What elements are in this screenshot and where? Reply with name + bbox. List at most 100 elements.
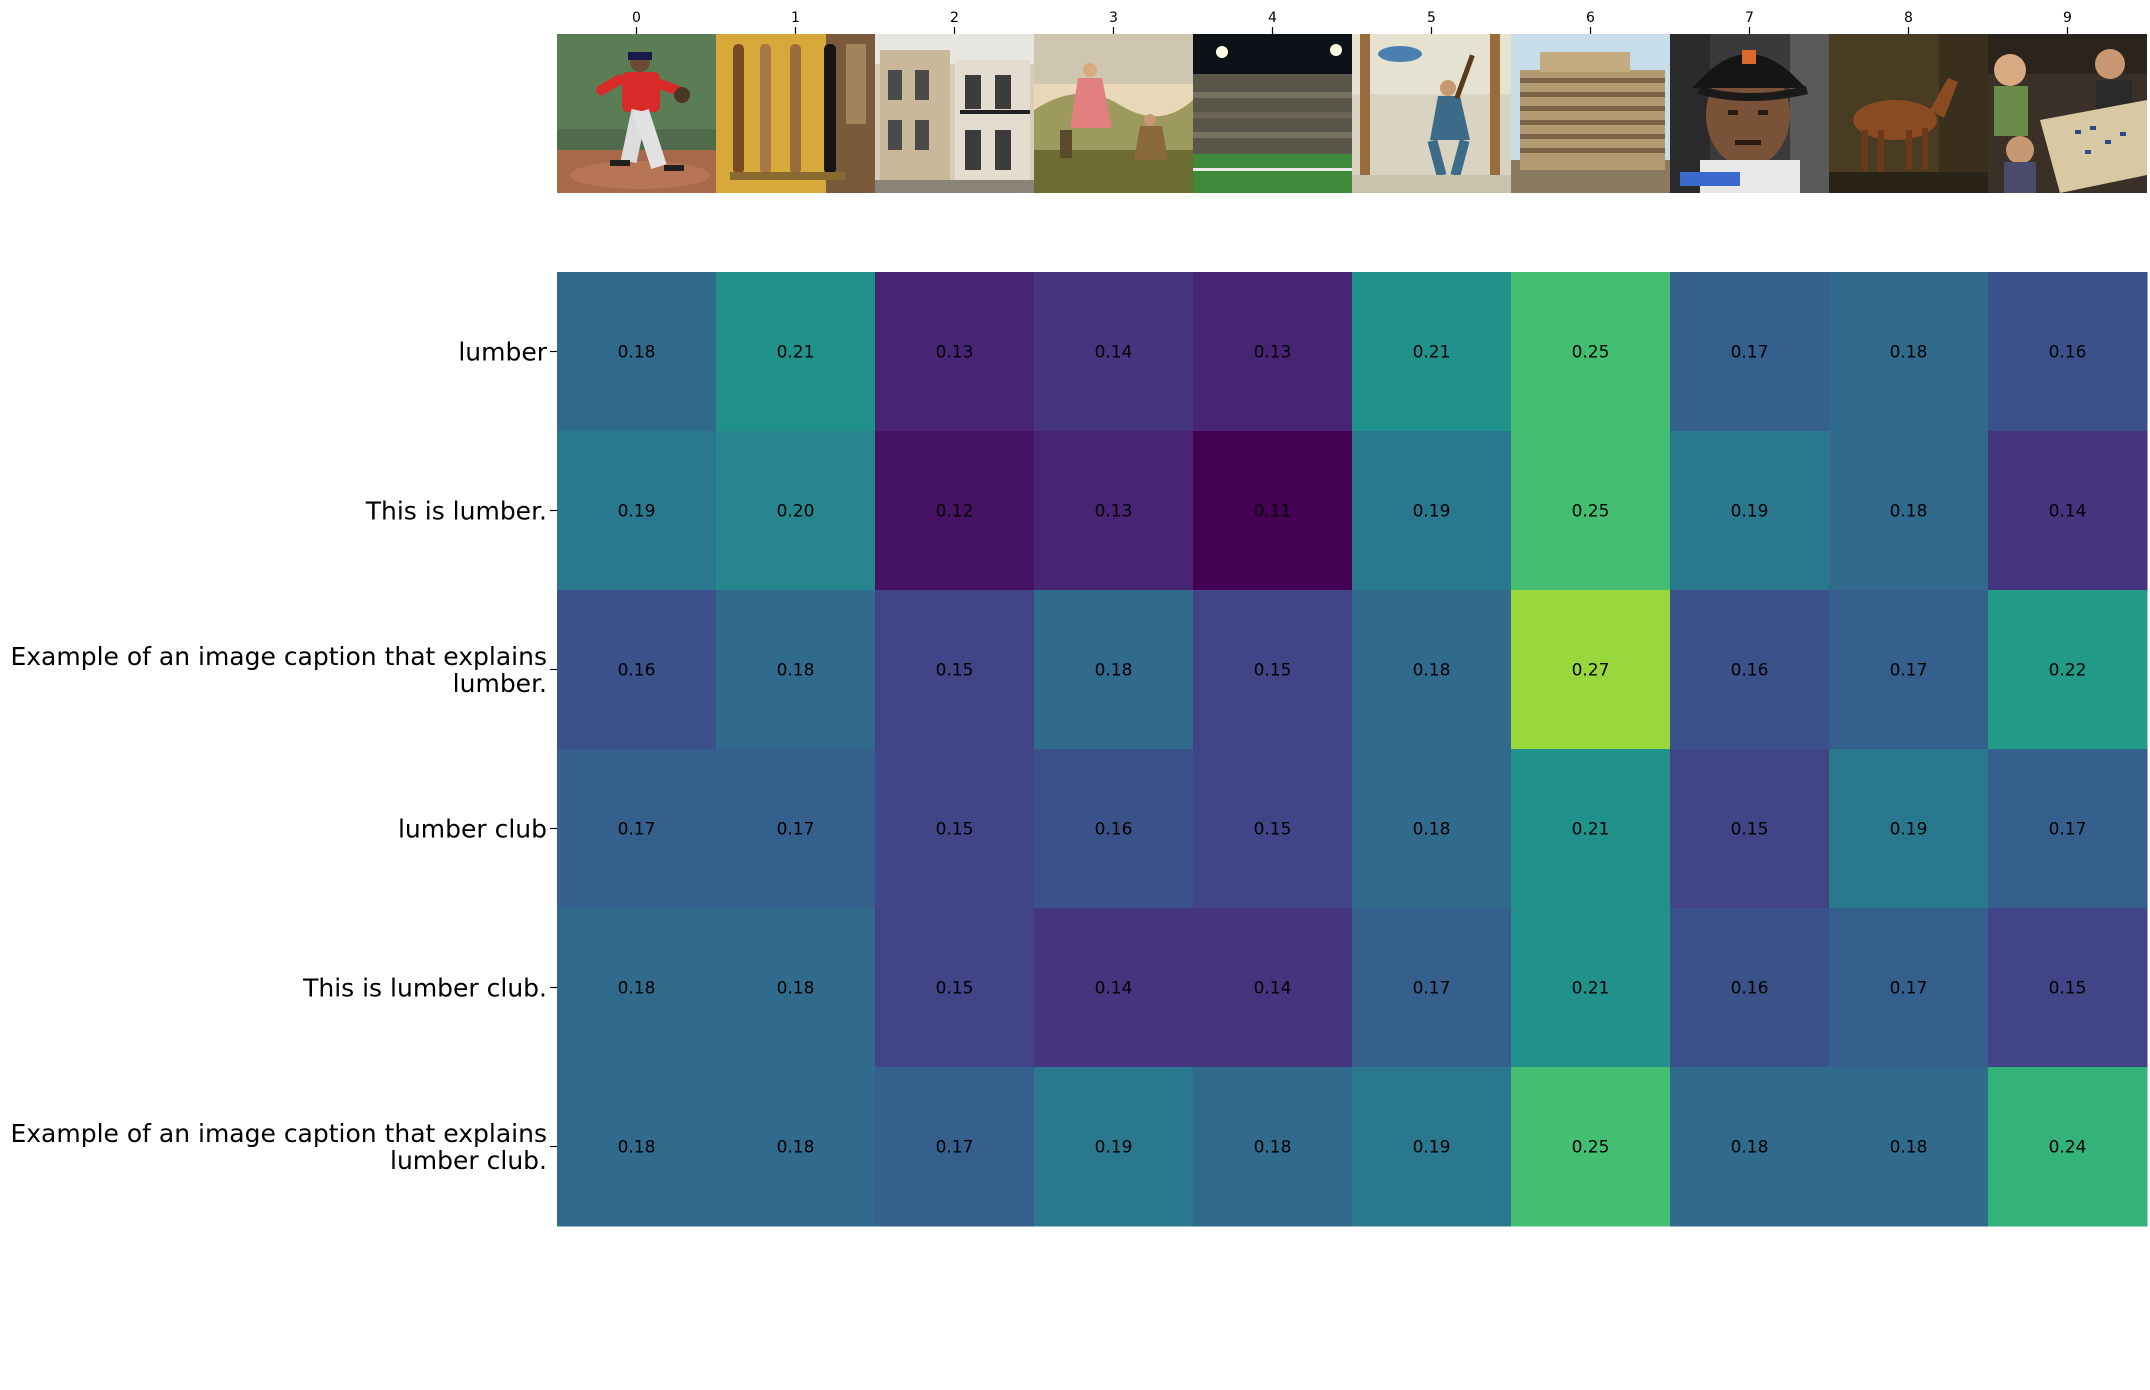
cell-value-label: 0.19 <box>1413 1138 1451 1158</box>
cell-value-label: 0.21 <box>777 343 815 363</box>
cell-value-label: 0.24 <box>2049 1138 2087 1158</box>
cell-value-label: 0.18 <box>1731 1138 1769 1158</box>
cell-value-label: 0.19 <box>1413 502 1451 522</box>
y-tick-label: Example of an image caption that explain… <box>10 642 547 698</box>
cell-value-label: 0.11 <box>1254 502 1292 522</box>
heatmap-cell <box>1829 590 1989 750</box>
cell-value-label: 0.18 <box>777 1138 815 1158</box>
cell-value-label: 0.17 <box>1890 661 1928 681</box>
heatmap-cell <box>716 908 876 1068</box>
heatmap-cell <box>875 908 1035 1068</box>
cell-value-label: 0.15 <box>1731 820 1769 840</box>
cell-value-label: 0.17 <box>2049 820 2087 840</box>
cell-value-label: 0.19 <box>1731 502 1769 522</box>
heatmap-cell <box>557 1067 717 1227</box>
x-tick-label: 1 <box>791 10 800 26</box>
heatmap-cell <box>1034 272 1194 432</box>
cell-value-label: 0.18 <box>1095 661 1133 681</box>
heatmap-cell <box>1352 908 1512 1068</box>
heatmap-cell <box>716 749 876 909</box>
heatmap-cell <box>875 590 1035 750</box>
x-tick-label: 2 <box>950 10 959 26</box>
horse-painting-icon <box>1829 34 1988 193</box>
heatmap-cell <box>1670 590 1830 750</box>
cell-value-label: 0.16 <box>2049 343 2087 363</box>
heatmap-cell <box>1988 590 2148 750</box>
baseball-pitcher-photo-icon <box>557 34 716 193</box>
heatmap-cell <box>875 272 1035 432</box>
cell-value-label: 0.17 <box>1731 343 1769 363</box>
heatmap-cell <box>716 590 876 750</box>
cell-value-label: 0.16 <box>1095 820 1133 840</box>
x-tick-label: 8 <box>1904 10 1913 26</box>
heatmap-cell <box>716 1067 876 1227</box>
heatmap-cell <box>716 272 876 432</box>
cell-value-label: 0.18 <box>1254 1138 1292 1158</box>
heatmap-cell <box>1511 590 1671 750</box>
heatmap-cell <box>1988 908 2148 1068</box>
baseball-cap-portrait-icon <box>1670 34 1829 193</box>
heatmap-cell <box>875 1067 1035 1227</box>
heatmap-cell <box>1670 749 1830 909</box>
cell-value-label: 0.14 <box>1254 979 1292 999</box>
cell-value-label: 0.14 <box>1095 979 1133 999</box>
x-tick-label: 9 <box>2063 10 2072 26</box>
x-tick-label: 0 <box>632 10 641 26</box>
x-tick-label: 7 <box>1745 10 1754 26</box>
heatmap-cell <box>1988 1067 2148 1227</box>
heatmap-cell <box>1034 749 1194 909</box>
heatmap-cell <box>557 908 717 1068</box>
x-tick-label: 6 <box>1586 10 1595 26</box>
heatmap-cell <box>557 272 717 432</box>
cell-value-label: 0.17 <box>777 820 815 840</box>
heatmap-cell <box>1988 749 2148 909</box>
cell-value-label: 0.13 <box>1095 502 1133 522</box>
cell-value-label: 0.15 <box>2049 979 2087 999</box>
cell-value-label: 0.13 <box>936 343 974 363</box>
heatmap-cell <box>1829 272 1989 432</box>
heatmap-cells <box>557 272 2148 1227</box>
heatmap-cell <box>1511 431 1671 591</box>
heatmap-cell <box>1352 1067 1512 1227</box>
cell-value-label: 0.27 <box>1572 661 1610 681</box>
cell-value-label: 0.21 <box>1572 979 1610 999</box>
cell-value-label: 0.13 <box>1254 343 1292 363</box>
painting-figures-photo-icon <box>1034 34 1193 193</box>
cell-value-label: 0.18 <box>1890 1138 1928 1158</box>
cell-value-label: 0.18 <box>618 1138 656 1158</box>
y-tick-label: lumber <box>458 338 547 367</box>
cell-value-label: 0.15 <box>936 979 974 999</box>
stadium-photo-icon <box>1193 34 1352 193</box>
cell-value-label: 0.15 <box>1254 661 1292 681</box>
heatmap-cell <box>1829 1067 1989 1227</box>
heatmap-cell <box>1511 1067 1671 1227</box>
heatmap-cell <box>1034 590 1194 750</box>
cell-value-label: 0.20 <box>777 502 815 522</box>
lumber-stack-photo-icon <box>1511 34 1670 193</box>
heatmap-cell <box>557 431 717 591</box>
cell-value-label: 0.19 <box>618 502 656 522</box>
cell-value-label: 0.15 <box>936 820 974 840</box>
cell-value-label: 0.25 <box>1572 1138 1610 1158</box>
cell-value-label: 0.25 <box>1572 502 1610 522</box>
cell-value-label: 0.21 <box>1572 820 1610 840</box>
heatmap-cell <box>1193 590 1353 750</box>
cell-value-label: 0.16 <box>1731 661 1769 681</box>
woodcutter-painting-icon <box>1352 34 1511 193</box>
heatmap-cell <box>557 749 717 909</box>
cell-value-label: 0.22 <box>2049 661 2087 681</box>
x-tick-label: 3 <box>1109 10 1118 26</box>
heatmap-cell <box>1193 431 1353 591</box>
heatmap-cell <box>1193 272 1353 432</box>
cell-value-label: 0.18 <box>1890 502 1928 522</box>
cell-value-label: 0.17 <box>1890 979 1928 999</box>
cell-value-label: 0.16 <box>618 661 656 681</box>
y-axis-ticks: lumber This is lumber. Example of an image… <box>10 338 557 1175</box>
cell-value-label: 0.17 <box>1413 979 1451 999</box>
heatmap-cell <box>1829 749 1989 909</box>
cell-value-label: 0.18 <box>618 343 656 363</box>
heatmap-cell <box>1511 908 1671 1068</box>
cell-value-label: 0.14 <box>1095 343 1133 363</box>
heatmap-cell <box>1034 431 1194 591</box>
